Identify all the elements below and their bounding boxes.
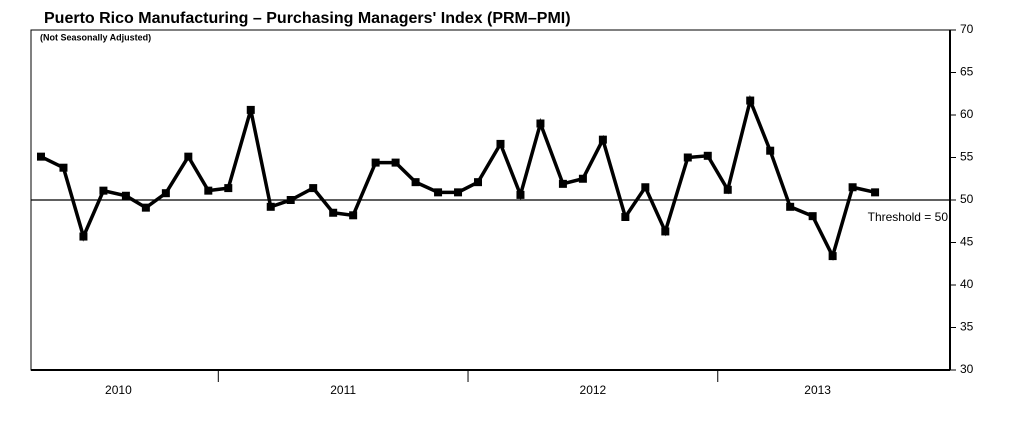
point-marker bbox=[474, 178, 483, 187]
point-marker bbox=[309, 184, 318, 193]
point-marker bbox=[391, 158, 400, 167]
point-marker bbox=[683, 153, 692, 162]
point-marker bbox=[434, 188, 443, 197]
x-tick-label: 2013 bbox=[804, 383, 831, 397]
point-marker bbox=[621, 213, 630, 221]
chart-subtitle: (Not Seasonally Adjusted) bbox=[40, 32, 151, 42]
point-marker bbox=[184, 152, 193, 161]
y-tick-label: 45 bbox=[960, 235, 974, 249]
point-marker bbox=[641, 183, 650, 192]
point-marker bbox=[141, 203, 150, 212]
y-tick-label: 40 bbox=[960, 277, 974, 291]
point-marker bbox=[121, 191, 130, 200]
point-marker bbox=[99, 186, 108, 195]
point-marker bbox=[349, 211, 358, 220]
y-tick-label: 55 bbox=[960, 150, 974, 164]
point-marker bbox=[59, 163, 68, 172]
point-marker bbox=[871, 188, 880, 197]
point-marker bbox=[371, 158, 380, 167]
point-marker bbox=[516, 190, 525, 199]
point-marker bbox=[79, 232, 88, 241]
point-marker bbox=[766, 146, 775, 155]
point-marker bbox=[661, 227, 670, 236]
x-tick-label: 2011 bbox=[330, 383, 356, 397]
y-tick-label: 70 bbox=[960, 22, 974, 36]
point-marker bbox=[808, 212, 817, 221]
y-tick-label: 65 bbox=[960, 65, 974, 79]
point-marker bbox=[454, 188, 463, 197]
point-marker bbox=[329, 208, 338, 217]
point-marker bbox=[286, 196, 295, 204]
point-marker bbox=[224, 184, 233, 193]
y-tick-label: 50 bbox=[960, 192, 974, 206]
point-marker bbox=[204, 186, 213, 195]
point-marker bbox=[578, 174, 587, 183]
point-marker bbox=[786, 202, 795, 211]
point-marker bbox=[246, 105, 255, 114]
series-line bbox=[40, 94, 876, 261]
y-tick-label: 60 bbox=[960, 107, 974, 121]
point-marker bbox=[598, 135, 607, 144]
point-marker bbox=[828, 252, 837, 261]
point-marker bbox=[558, 179, 567, 188]
x-tick-label: 2012 bbox=[580, 383, 607, 397]
point-marker bbox=[536, 119, 545, 128]
y-tick-label: 30 bbox=[960, 362, 974, 376]
point-marker bbox=[496, 139, 505, 148]
chart-title: Puerto Rico Manufacturing – Purchasing M… bbox=[44, 10, 571, 27]
point-marker bbox=[266, 202, 275, 211]
point-marker bbox=[411, 178, 420, 187]
point-marker bbox=[848, 183, 857, 192]
x-tick-label: 2010 bbox=[105, 383, 132, 397]
point-marker bbox=[746, 96, 755, 105]
point-marker bbox=[161, 189, 170, 198]
point-marker bbox=[723, 185, 732, 194]
point-marker bbox=[36, 152, 45, 161]
point-marker bbox=[703, 151, 712, 160]
threshold-label: Threshold = 50 bbox=[868, 210, 949, 224]
y-tick-label: 35 bbox=[960, 320, 974, 334]
